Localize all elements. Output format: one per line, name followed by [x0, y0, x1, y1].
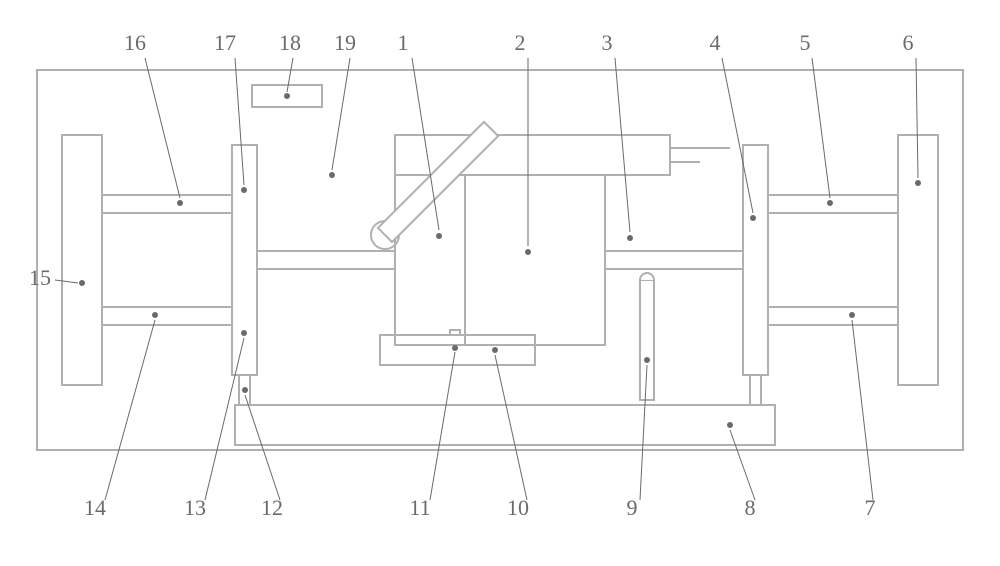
- label-3: 3: [602, 30, 613, 55]
- leader-line-19: [332, 58, 350, 170]
- lower-beam: [235, 405, 775, 445]
- leader-line-7: [852, 320, 873, 500]
- marker-dot-19: [329, 172, 335, 178]
- marker-dot-12: [242, 387, 248, 393]
- leader-line-4: [722, 58, 753, 213]
- label-16: 16: [124, 30, 146, 55]
- marker-dot-5: [827, 200, 833, 206]
- label-11: 11: [409, 495, 430, 520]
- label-4: 4: [710, 30, 721, 55]
- leader-line-13: [205, 338, 244, 500]
- marker-dot-18: [284, 93, 290, 99]
- label-9: 9: [627, 495, 638, 520]
- left-strut: [232, 145, 257, 375]
- leader-line-16: [145, 58, 180, 198]
- marker-dot-7: [849, 312, 855, 318]
- leader-line-6: [916, 58, 918, 178]
- left-wheel: [62, 135, 102, 385]
- marker-dot-6: [915, 180, 921, 186]
- label-8: 8: [745, 495, 756, 520]
- label-19: 19: [334, 30, 356, 55]
- leader-line-9: [640, 365, 647, 500]
- label-5: 5: [800, 30, 811, 55]
- marker-dot-9: [644, 357, 650, 363]
- label-13: 13: [184, 495, 206, 520]
- leader-line-8: [730, 430, 755, 500]
- leader-line-14: [105, 320, 155, 500]
- marker-dot-16: [177, 200, 183, 206]
- right-lever: [640, 280, 654, 400]
- leader-line-18: [287, 58, 293, 92]
- label-2: 2: [515, 30, 526, 55]
- marker-dot-11: [452, 345, 458, 351]
- label-1: 1: [398, 30, 409, 55]
- marker-dot-8: [727, 422, 733, 428]
- marker-dot-2: [525, 249, 531, 255]
- label-7: 7: [865, 495, 876, 520]
- label-15: 15: [29, 265, 51, 290]
- right-lower-axle: [768, 307, 898, 325]
- label-10: 10: [507, 495, 529, 520]
- marker-dot-4: [750, 215, 756, 221]
- outer-frame: [37, 70, 963, 450]
- leader-line-15: [55, 280, 78, 283]
- marker-dot-1: [436, 233, 442, 239]
- left-upper-axle: [102, 195, 232, 213]
- center-right-axle: [605, 251, 743, 269]
- label-12: 12: [261, 495, 283, 520]
- marker-dot-14: [152, 312, 158, 318]
- marker-dot-13: [241, 330, 247, 336]
- left-lower-axle: [102, 307, 232, 325]
- leader-line-11: [430, 352, 455, 500]
- marker-dot-15: [79, 280, 85, 286]
- right-upper-axle: [768, 195, 898, 213]
- bottom-bar: [380, 335, 535, 365]
- label-6: 6: [903, 30, 914, 55]
- leader-line-12: [245, 395, 280, 500]
- leader-line-10: [495, 355, 527, 500]
- label-17: 17: [214, 30, 236, 55]
- right-strut-extension: [750, 375, 761, 405]
- leader-line-17: [235, 58, 244, 185]
- right-lever-cap: [640, 273, 654, 280]
- leader-line-5: [812, 58, 830, 198]
- center-left-axle: [257, 251, 395, 269]
- marker-dot-3: [627, 235, 633, 241]
- bottom-bar-stem: [450, 330, 460, 335]
- label-14: 14: [84, 495, 106, 520]
- marker-dot-10: [492, 347, 498, 353]
- marker-dot-17: [241, 187, 247, 193]
- leader-line-3: [615, 58, 630, 232]
- label-18: 18: [279, 30, 301, 55]
